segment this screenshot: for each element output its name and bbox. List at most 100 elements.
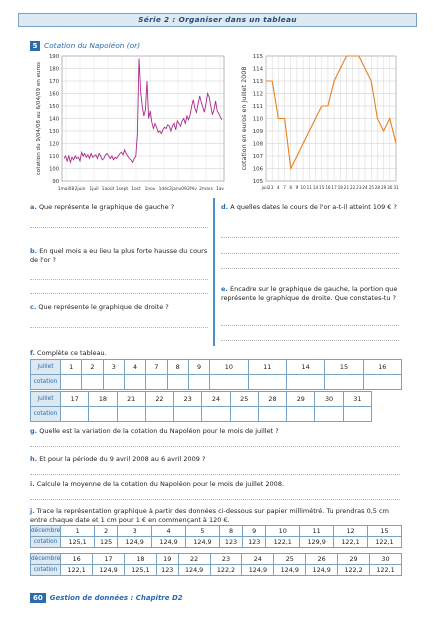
table-cell[interactable] <box>286 406 316 422</box>
x-tick-label: 2mars <box>199 186 214 192</box>
table-cell: 125,1 <box>60 536 96 548</box>
y-tick-label: 90 <box>52 179 59 185</box>
table-cell[interactable] <box>123 374 147 390</box>
table-cell: 28 <box>257 391 288 407</box>
x-tick-label: 15 <box>319 185 325 190</box>
table-cell[interactable] <box>166 374 189 390</box>
table-cell[interactable] <box>314 406 344 422</box>
y-tick-label: 107 <box>253 154 263 160</box>
y-axis-label: cotation en euros en juillet 2008 <box>240 67 248 171</box>
table-cell: 21 <box>116 391 146 407</box>
table-cell[interactable] <box>342 406 373 422</box>
table-cell: 23 <box>209 553 243 565</box>
table-cell[interactable] <box>88 406 118 422</box>
table-cell: 122,2 <box>337 564 370 576</box>
table-cell[interactable] <box>285 374 326 390</box>
row-header: cotation <box>29 564 62 576</box>
question-h: h. Et pour la période du 9 avril 2008 au… <box>30 455 206 463</box>
table-cell: 9 <box>242 525 267 537</box>
table-cell[interactable] <box>116 406 146 422</box>
table-cell[interactable] <box>209 374 249 390</box>
y-tick-label: 180 <box>49 67 59 73</box>
y-tick-label: 150 <box>49 104 59 110</box>
table-cell: 124,9 <box>241 564 275 576</box>
table-cell: 124,9 <box>117 536 153 548</box>
table-cell: 122,1 <box>368 564 403 576</box>
x-tick-label: 25 <box>369 185 375 190</box>
table-cell[interactable] <box>145 374 168 390</box>
question-j: j. Trace la représentation graphique à p… <box>30 507 389 524</box>
y-tick-label: 160 <box>49 92 59 98</box>
x-tick-label: 11 <box>307 185 313 190</box>
x-tick-label: 28 <box>375 185 381 190</box>
question-a: a. Que représente le graphique de gauche… <box>30 203 175 211</box>
y-tick-label: 108 <box>253 142 264 148</box>
question-g: g. Quelle est la variation de la cotatio… <box>30 427 279 435</box>
table-cell: 16 <box>60 553 94 565</box>
table-cell: 7 <box>145 359 168 375</box>
series-line <box>63 58 223 164</box>
y-tick-label: 190 <box>49 54 59 60</box>
row-header: cotation <box>30 374 61 390</box>
y-tick-label: 105 <box>253 179 263 185</box>
x-tick-label: 1déc <box>159 185 170 192</box>
table-cell: 123 <box>242 536 267 548</box>
table-cell[interactable] <box>59 374 83 390</box>
table-cell: 14 <box>285 359 326 375</box>
table-cell: 8 <box>218 525 244 537</box>
x-tick-label: 31 <box>393 185 399 190</box>
table-cell[interactable] <box>187 374 211 390</box>
table-cell[interactable] <box>247 374 287 390</box>
x-tick-label: 16 <box>325 185 331 190</box>
question-b: b. En quel mois a eu lieu la plus forte … <box>30 247 208 264</box>
table-cell: 124,9 <box>92 564 125 576</box>
y-tick-label: 110 <box>253 117 264 123</box>
table-cell: 125,1 <box>123 564 157 576</box>
table-cell: 24 <box>201 391 231 407</box>
table-cell[interactable] <box>257 406 288 422</box>
row-header: juillet <box>30 391 61 407</box>
question-f: f. Complète ce tableau. <box>30 349 107 357</box>
table-cell[interactable] <box>59 406 90 422</box>
row-header: décembre <box>29 553 62 565</box>
table-cell[interactable] <box>144 406 175 422</box>
row-header: cotation <box>29 536 62 548</box>
table-cell[interactable] <box>324 374 364 390</box>
table-cell: 4 <box>123 359 147 375</box>
table-cell: 22 <box>177 553 211 565</box>
y-tick-label: 111 <box>253 104 263 110</box>
table-cell: 16 <box>362 359 403 375</box>
x-tick-label: 1oct <box>131 186 141 192</box>
x-tick-label: 14 <box>313 185 319 190</box>
table-cell[interactable] <box>173 406 203 422</box>
table-cell: 2 <box>94 525 119 537</box>
x-tick-label: 29 <box>381 185 387 190</box>
x-tick-label: 1mai08 <box>58 186 75 192</box>
table-cell: 11 <box>299 525 335 537</box>
table-cell[interactable] <box>229 406 259 422</box>
table-cell[interactable] <box>201 406 231 422</box>
page-footer: 60 Gestion de données : Chapitre D2 <box>30 593 183 603</box>
table-cell: 124,9 <box>273 564 307 576</box>
x-tick-label: 2juin <box>75 186 86 192</box>
table-cell: 10 <box>265 525 301 537</box>
table-cell: 124,9 <box>185 536 220 548</box>
y-tick-label: 110 <box>49 154 59 160</box>
table-cell[interactable] <box>362 374 403 390</box>
table-cell: 22 <box>144 391 175 407</box>
x-tick-label: 3 <box>271 185 274 190</box>
table-cell[interactable] <box>81 374 104 390</box>
y-tick-label: 140 <box>49 117 59 123</box>
table-cell[interactable] <box>102 374 125 390</box>
table-cell: 10 <box>209 359 249 375</box>
x-tick-label: 1av <box>216 186 224 192</box>
table-december-1: décembre 1 2 3 4 5 8 9 10 11 12 15 cotation 125,1 125 1… <box>29 525 403 548</box>
table-cell: 123 <box>155 564 179 576</box>
page-number: 60 <box>30 593 46 603</box>
x-tick-label: 22 <box>350 185 356 190</box>
x-tick-label: 24 <box>362 185 368 190</box>
table-july-2: juillet 17 18 21 22 23 24 25 28 29 30 31 cotation <box>30 391 373 422</box>
y-tick-label: 100 <box>49 167 59 173</box>
question-i: i. Calcule la moyenne de la cotation du … <box>30 480 285 488</box>
